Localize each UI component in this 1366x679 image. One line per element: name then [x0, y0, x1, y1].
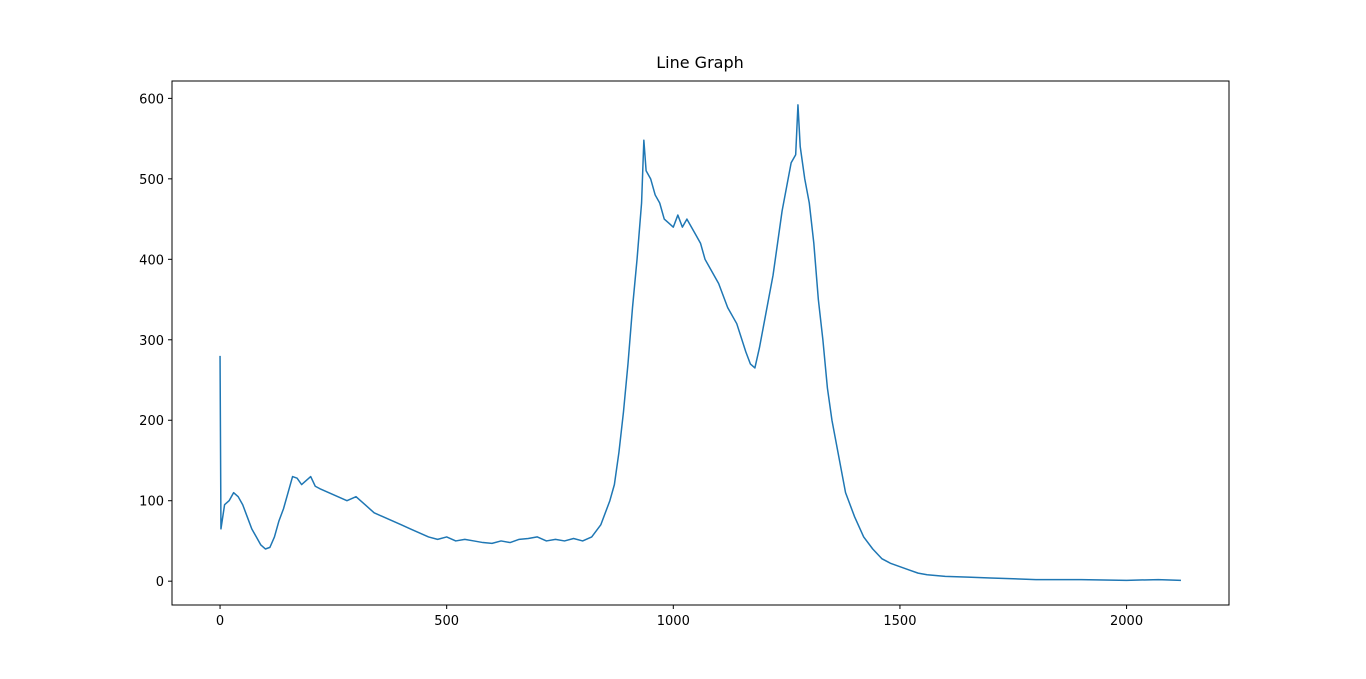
x-tick-label: 500 — [434, 614, 459, 629]
y-tick-label: 600 — [139, 92, 164, 107]
y-tick-label: 300 — [139, 334, 164, 349]
y-tick-label: 100 — [139, 495, 164, 510]
y-tick-label: 500 — [139, 173, 164, 188]
chart-title: Line Graph — [656, 53, 744, 72]
x-tick-label: 2000 — [1110, 614, 1143, 629]
y-tick-label: 400 — [139, 253, 164, 268]
x-tick-label: 0 — [216, 614, 224, 629]
line — [219, 104, 1181, 582]
plot-frame — [171, 80, 1230, 606]
y-tick-label: 200 — [139, 414, 164, 429]
x-tick-label: 1000 — [657, 614, 690, 629]
x-tick-label: 1500 — [883, 614, 916, 629]
y-tick-label: 0 — [156, 575, 164, 590]
